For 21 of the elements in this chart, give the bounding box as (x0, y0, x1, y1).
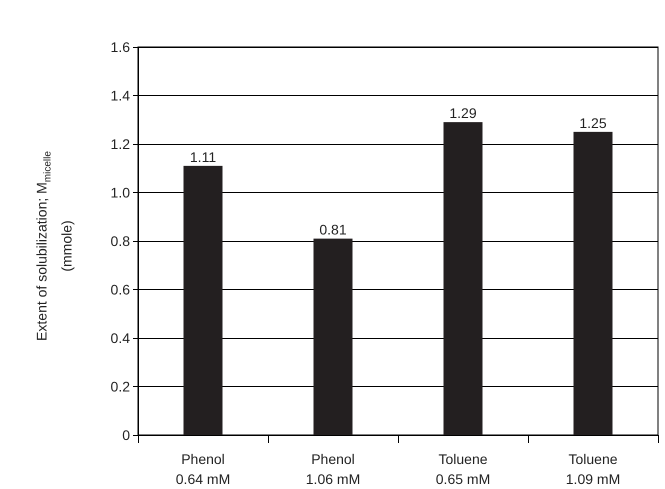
x-tick-label: Toluene 0.65 mM (436, 451, 490, 487)
bar (314, 238, 352, 435)
y-tick-label: 1.6 (110, 39, 130, 55)
y-tick-label: 1.0 (110, 184, 130, 200)
y-tick-label: 0.2 (110, 378, 130, 394)
bar (574, 132, 612, 435)
y-tick-label: 0 (122, 427, 130, 443)
x-tick-label: Phenol 1.06 mM (306, 451, 360, 487)
bar (184, 166, 222, 435)
bar (444, 122, 482, 435)
data-label: 1.11 (190, 148, 216, 165)
y-tick-label: 0.4 (110, 330, 130, 346)
data-label: 0.81 (319, 222, 347, 238)
x-tick-label: Phenol 0.64 mM (176, 451, 230, 487)
x-tick-label: Toluene 1.09 mM (566, 451, 620, 487)
y-tick-label: 1.2 (110, 136, 130, 152)
y-tick-label: 0.8 (110, 233, 130, 249)
data-label: 1.25 (579, 114, 607, 131)
data-label: 1.29 (449, 105, 477, 122)
y-tick-label: 1.4 (110, 88, 130, 104)
y-tick-label: 0.6 (110, 282, 130, 298)
